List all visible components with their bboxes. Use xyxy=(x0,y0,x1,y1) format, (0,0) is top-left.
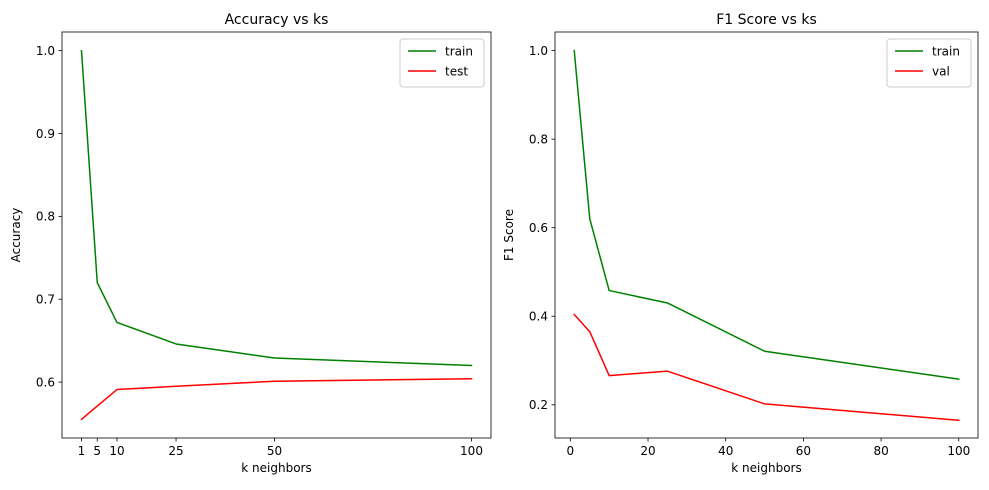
x-tick-label: 20 xyxy=(640,444,655,458)
x-tick-label: 50 xyxy=(267,444,282,458)
legend: train test xyxy=(399,38,485,88)
x-axis-label: k neighbors xyxy=(731,461,801,475)
x-tick-label: 100 xyxy=(947,444,970,458)
y-tick-label: 0.8 xyxy=(36,210,55,224)
series-line-val xyxy=(573,313,960,422)
x-tick-label: 80 xyxy=(873,444,888,458)
x-tick-label: 100 xyxy=(460,444,483,458)
series-line-test xyxy=(80,378,473,421)
chart-title: F1 Score vs ks xyxy=(716,12,817,28)
x-tick-label: 25 xyxy=(168,444,183,458)
y-tick-label: 0.8 xyxy=(529,132,548,146)
x-tick-label: 60 xyxy=(796,444,811,458)
y-tick-label: 0.2 xyxy=(529,398,548,412)
y-tick-label: 1.0 xyxy=(36,44,55,58)
series-line-train xyxy=(573,49,960,380)
y-tick-label: 0.6 xyxy=(529,221,548,235)
x-tick-label: 40 xyxy=(718,444,733,458)
chart-panel-1: 1 5 10 25 50 100 0.6 0.7 0.8 0.9 1.0 Accuracy vs ks… xyxy=(9,12,492,475)
legend-label-test: test xyxy=(445,64,468,78)
legend: train val xyxy=(886,38,972,88)
y-axis-label: Accuracy xyxy=(9,208,23,263)
y-axis-label: F1 Score xyxy=(502,209,516,261)
y-tick-label: 0.9 xyxy=(36,127,55,141)
y-tick-label: 1.0 xyxy=(529,44,548,58)
legend-label-val: val xyxy=(932,64,950,78)
x-tick-label: 5 xyxy=(93,444,101,458)
legend-label-train: train xyxy=(932,44,960,58)
chart-panel-2: 0 20 40 60 80 100 0.2 0.4 0.6 0.8 1.0 F1 Score vs k… xyxy=(502,12,979,475)
y-tick-label: 0.4 xyxy=(529,310,548,324)
legend-label-train: train xyxy=(445,44,473,58)
x-tick-label: 1 xyxy=(78,444,86,458)
plot-frame xyxy=(61,31,492,439)
plot-frame xyxy=(554,31,979,439)
x-axis-label: k neighbors xyxy=(241,461,311,475)
y-tick-label: 0.7 xyxy=(36,293,55,307)
y-tick-label: 0.6 xyxy=(36,375,55,389)
chart-title: Accuracy vs ks xyxy=(225,12,329,28)
x-tick-label: 10 xyxy=(109,444,124,458)
x-tick-label: 0 xyxy=(567,444,575,458)
series-line-train xyxy=(80,49,473,367)
